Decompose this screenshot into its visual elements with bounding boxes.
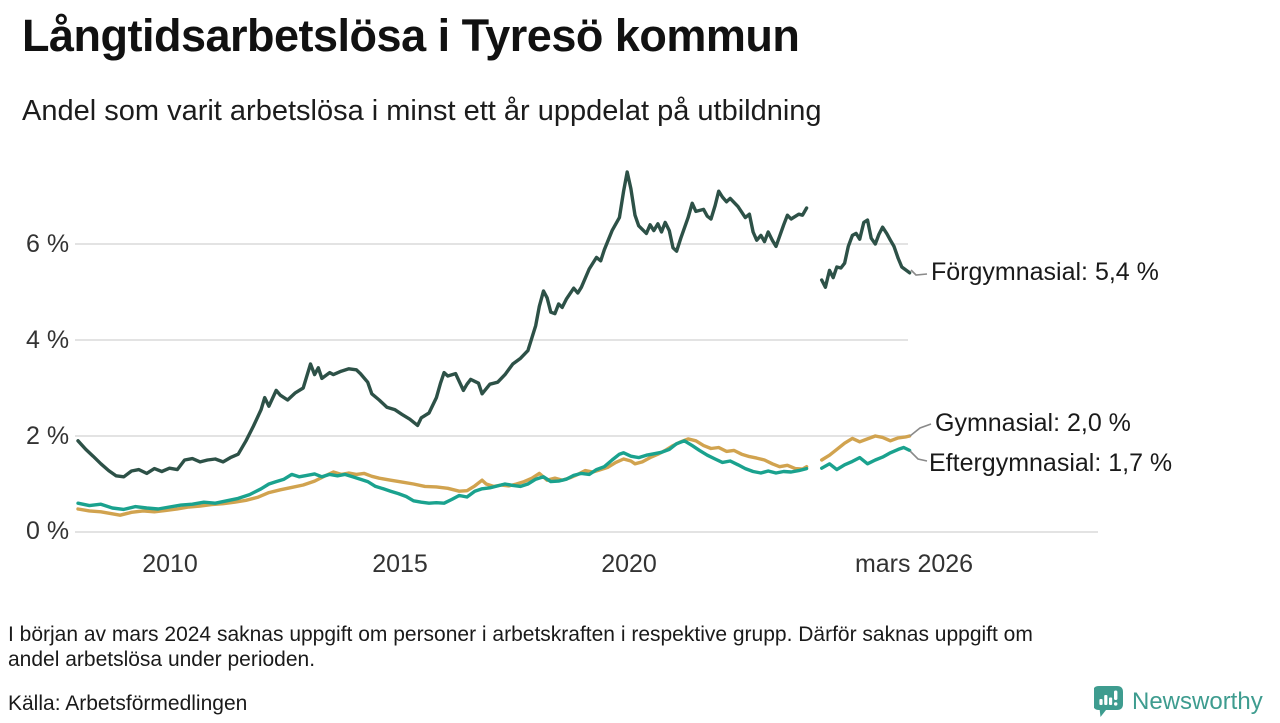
x-tick-label-2015: 2015 [372,550,428,578]
series-label-gymnasial: Gymnasial: 2,0 % [935,409,1131,437]
newsworthy-wordmark: Newsworthy [1132,688,1263,715]
y-tick-label-6: 6 % [26,230,70,258]
footnote-line-2: andel arbetslösa under perioden. [8,648,316,671]
x-tick-label-2020: 2020 [601,550,657,578]
series-line-eftergymnasial-after-gap [820,445,912,472]
series-line-eftergymnasial [76,439,809,512]
y-tick-label-2: 2 % [26,422,70,450]
series-line-gymnasial-after-gap [820,434,912,462]
label-connector-gymnasial [909,423,932,437]
label-connector-forgymnasial [910,269,928,276]
series-line-gymnasial [76,437,809,517]
page-subtitle: Andel som varit arbetslösa i minst ett å… [22,95,822,127]
page-title: Långtidsarbetslösa i Tyresö kommun [22,10,800,61]
y-tick-label-0: 0 % [26,517,70,545]
series-label-eftergymnasial: Eftergymnasial: 1,7 % [929,449,1173,477]
footnote-line-1: I början av mars 2024 saknas uppgift om … [8,623,1033,646]
label-connector-eftergymnasial [909,450,928,462]
source-credit: Källa: Arbetsförmedlingen [8,692,248,715]
series-label-forgymnasial: Förgymnasial: 5,4 % [931,258,1159,286]
series-line-forgymnasial [76,170,809,479]
x-tick-label-2010: 2010 [142,550,198,578]
newsworthy-bar-chart-bubble-icon [1093,686,1124,718]
newsworthy-branding: Newsworthy [1093,686,1263,718]
y-tick-label-4: 4 % [26,326,70,354]
x-tick-label-mars-2026: mars 2026 [854,550,974,578]
series-line-forgymnasial-after-gap [820,218,912,289]
